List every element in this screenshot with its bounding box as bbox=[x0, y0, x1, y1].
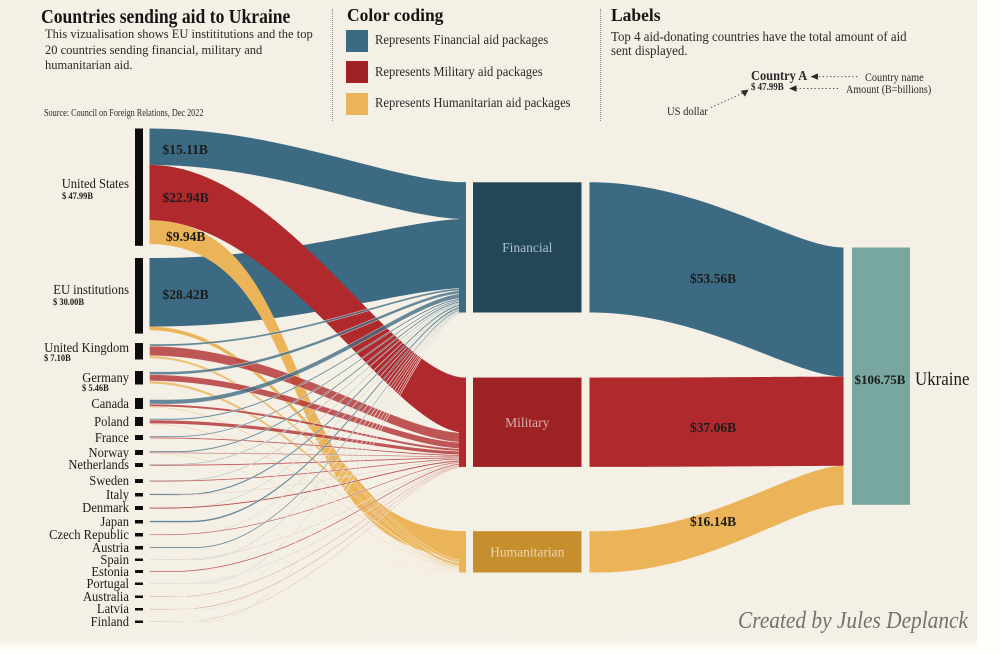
svg-text:Humanitarian: Humanitarian bbox=[490, 544, 564, 559]
svg-text:Military: Military bbox=[505, 415, 549, 430]
svg-text:Financial: Financial bbox=[502, 240, 552, 255]
